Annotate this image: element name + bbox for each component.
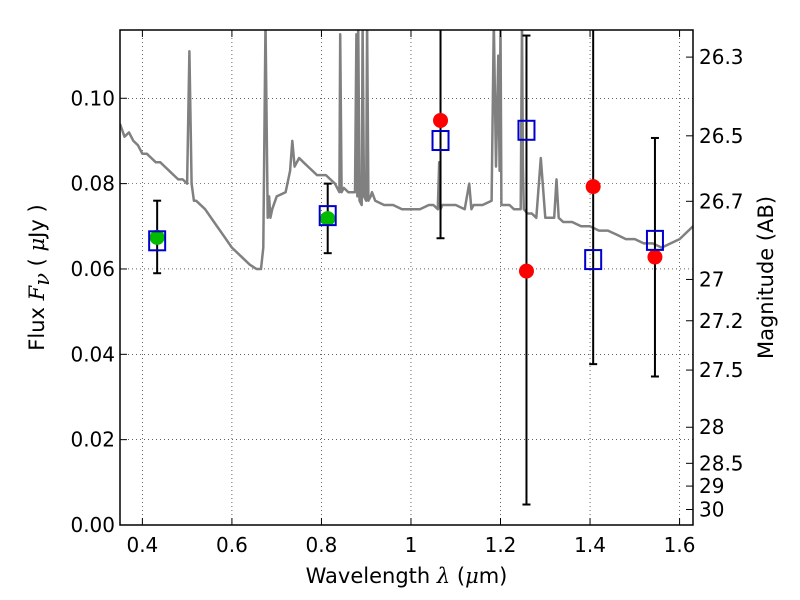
y2-tick-label: 30: [699, 498, 724, 522]
grid: [120, 30, 693, 526]
y2-tick-label: 26.7: [699, 189, 744, 213]
y-tick-label: 0.04: [70, 342, 115, 366]
data-point-circle: [433, 112, 449, 128]
y2-axis-label: Magnitude (AB): [754, 196, 778, 359]
y2-tick-label: 27: [699, 267, 724, 291]
y2-tick-label: 28: [699, 415, 724, 439]
x-tick-label: 1.6: [664, 533, 696, 557]
y-tick-label: 0.10: [70, 86, 115, 110]
x-tick-label: 1.4: [574, 533, 606, 557]
plot-frame: [119, 29, 694, 526]
y-tick-label: 0.08: [70, 172, 115, 196]
y2-tick-label: 26.5: [699, 124, 744, 148]
data-point-square: [517, 119, 536, 141]
data-point-circle: [149, 229, 165, 245]
data-point-circle: [518, 263, 534, 279]
data-point-square: [148, 230, 167, 252]
data-point-square: [584, 249, 603, 271]
y-tick-label: 0.06: [70, 257, 115, 281]
y2-tick-label: 28.5: [699, 451, 744, 475]
template-spectrum-line: [120, 30, 693, 271]
y2-tick-label: 26.3: [699, 45, 744, 69]
y2-tick-label: 27.5: [699, 358, 744, 382]
y-axis-label: Flux Fν ( μJy ): [25, 204, 54, 350]
x-tick-label: 1.2: [485, 533, 517, 557]
x-tick-label: 1: [405, 533, 418, 557]
data-point-circle: [585, 179, 601, 195]
data-point-circle: [647, 249, 663, 265]
data-point-square: [645, 229, 664, 251]
plot-area: [120, 30, 693, 506]
x-axis-label: Wavelength λ (μm): [306, 564, 508, 588]
y2-tick-label: 27.2: [699, 309, 744, 333]
data-point-circle: [320, 211, 336, 227]
axis-ticks: 0.4 0.6 0.8 1 1.2 1.4 1.6 0.00 0.02 0.04 0.06 0.08 0…: [70, 30, 744, 557]
x-tick-label: 0.6: [216, 533, 248, 557]
y-tick-label: 0.02: [70, 428, 115, 452]
data-point-square: [431, 130, 450, 152]
y2-tick-label: 29: [699, 474, 724, 498]
x-tick-label: 0.8: [306, 533, 338, 557]
x-tick-label: 0.4: [126, 533, 158, 557]
data-point-square: [318, 205, 337, 227]
y-tick-label: 0.00: [70, 513, 115, 537]
